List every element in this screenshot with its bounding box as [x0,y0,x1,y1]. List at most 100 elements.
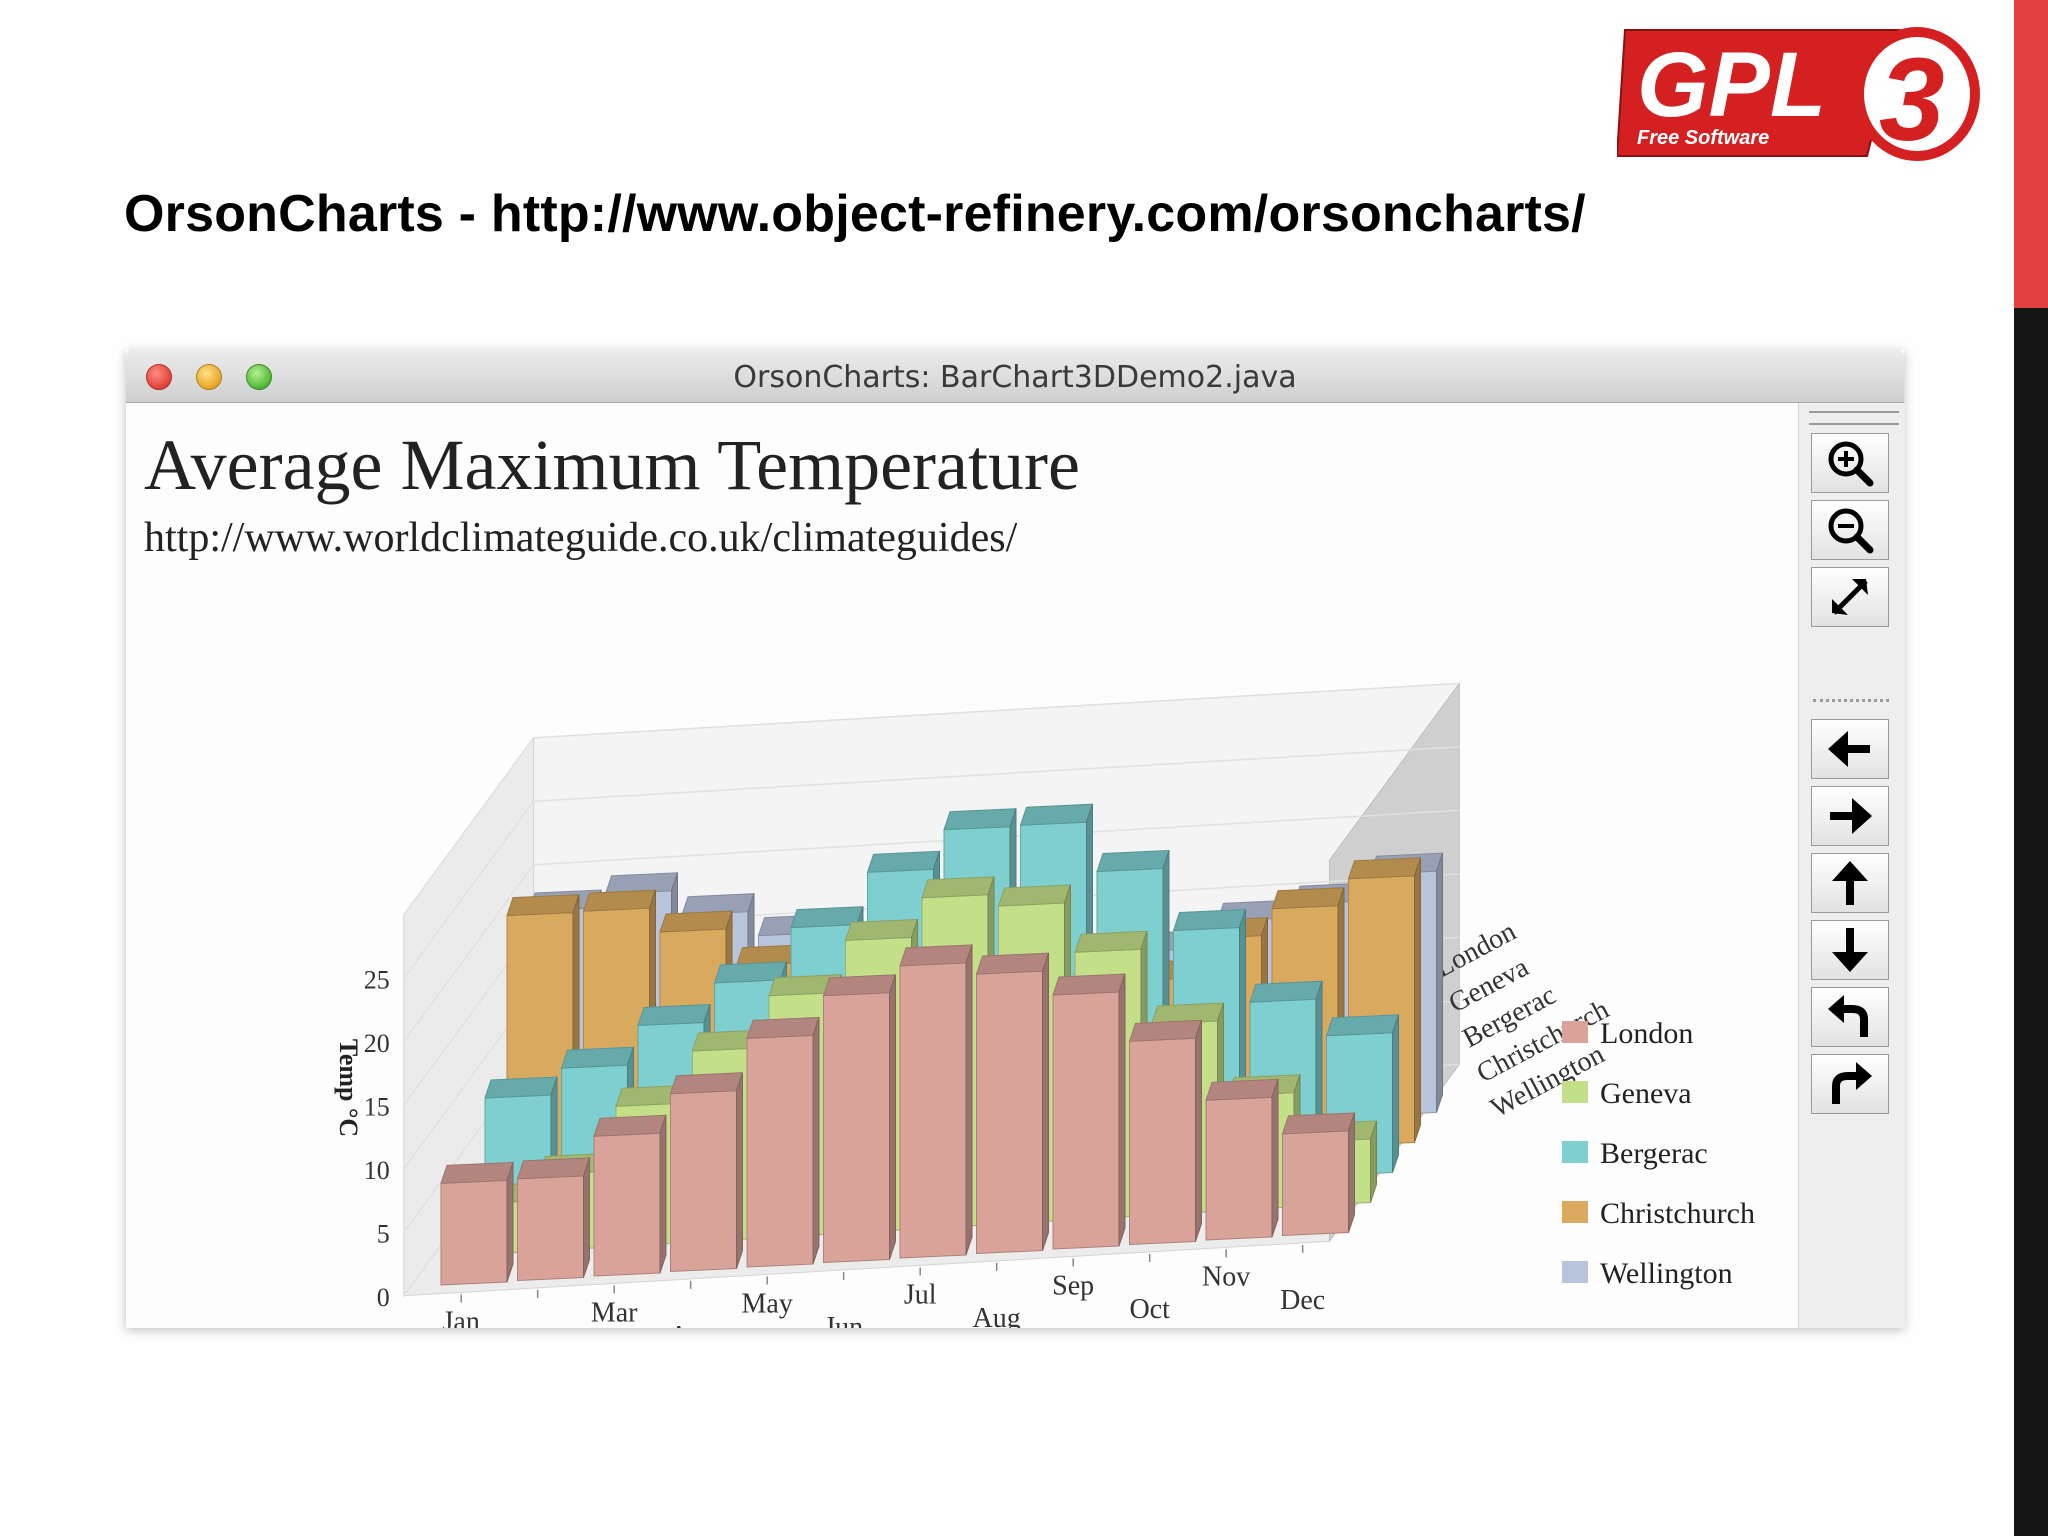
arrow-right-icon [1830,798,1872,834]
bar-front [976,970,1043,1255]
bar [975,952,1050,1255]
bar-side [1392,1014,1399,1173]
bar-top [1096,849,1170,873]
bar-top [997,884,1072,907]
y-tick-label: 10 [364,1156,390,1185]
gpl-logo-tagline: Free Software [1637,127,1769,149]
bar-top [1074,930,1148,953]
zoom-out-icon [1828,508,1874,554]
y-tick-label: 15 [364,1092,390,1121]
roll-left-button[interactable] [1811,987,1889,1047]
bar-top [844,918,919,941]
bar [899,944,973,1259]
bar-top [560,1046,635,1069]
minimize-button[interactable] [196,364,222,390]
x-tick-label: Sep [1052,1270,1094,1301]
bar-front [1052,991,1120,1250]
bar [669,1072,744,1273]
bar-front [440,1179,508,1286]
bar-side [1271,1079,1279,1238]
chart-panel[interactable]: Average Maximum Temperature http://www.w… [126,403,1798,1328]
gridline [403,809,1460,1043]
bar-chart-3d[interactable]: Average Maximum Temperature http://www.w… [126,403,1798,1328]
gridline [403,682,1460,916]
bar-side [1118,973,1126,1247]
x-tick-label: May [742,1288,793,1319]
bar-front [517,1175,584,1282]
arrow-down-icon [1832,928,1868,972]
bar-side [812,1017,820,1265]
bar-top [516,1157,591,1180]
legend-label: Bergerac [1600,1137,1708,1170]
slide-dark-bar [2014,308,2048,1536]
bar-top [582,889,657,912]
zoom-out-button[interactable] [1811,500,1889,560]
zoom-to-fit-button[interactable] [1811,567,1889,627]
legend-swatch [1562,1261,1588,1283]
bar-side [1042,952,1049,1251]
bar-top [899,944,973,967]
bar-side [583,1157,590,1278]
bar-front [1129,1037,1196,1246]
bar-side [965,944,973,1256]
zoom-button[interactable] [246,364,272,390]
bar-front [746,1034,814,1268]
gridline [403,746,1460,979]
x-tick-label: Aug [973,1303,1021,1328]
toolbar-grip [1809,411,1899,425]
window-titlebar[interactable]: OrsonCharts: BarChart3DDemo2.java [126,350,1904,403]
chart-title: Average Maximum Temperature [144,425,1080,505]
bar-top [593,1114,667,1137]
x-tick-label: Apr [669,1321,713,1328]
zoom-in-button[interactable] [1811,433,1889,493]
bar [1052,973,1126,1250]
gpl-logo-number: 3 [1879,34,1945,166]
bar-side [1436,853,1443,1113]
bar-top [1249,980,1323,1003]
bar-top [484,1076,558,1099]
x-tick-label: Oct [1129,1294,1170,1325]
bar [593,1114,667,1277]
legend-swatch [1562,1081,1588,1103]
legend-label: Geneva [1600,1077,1692,1110]
x-tick-label: Jan [443,1306,480,1328]
bar [1205,1078,1279,1241]
bar-top [1325,1014,1400,1037]
bar-side [889,974,896,1260]
bar-top [1128,1019,1203,1042]
bar [516,1157,591,1282]
expand-icon [1832,579,1868,615]
roll-right-button[interactable] [1811,1054,1889,1114]
slide-title: OrsonCharts - http://www.object-refinery… [124,185,1586,243]
window-title: OrsonCharts: BarChart3DDemo2.java [733,360,1297,395]
rotate-left-button[interactable] [1811,719,1889,779]
bar [440,1161,514,1286]
bar-top [866,850,941,873]
bar-top [1205,1078,1279,1101]
bar-top [943,808,1017,831]
bar-top [1052,973,1126,996]
chart-toolbar [1798,403,1905,1328]
rotate-up-button[interactable] [1811,853,1889,913]
close-button[interactable] [146,364,172,390]
toolbar-separator [1813,699,1889,702]
bar-side [659,1115,667,1274]
bar-front [593,1132,661,1277]
bar-top [1172,908,1247,932]
bar [822,974,897,1264]
app-window: OrsonCharts: BarChart3DDemo2.java Averag… [126,350,1905,1328]
x-tick-label: Mar [591,1297,638,1328]
y-axis-label: Temp °C [334,1039,363,1137]
legend-swatch [1562,1201,1588,1223]
gpl-logo-main: GPL [1637,34,1826,136]
rotate-cw-icon [1832,1062,1872,1104]
x-tick-label: Jun [824,1312,863,1328]
y-tick-label: 25 [364,965,390,994]
arrow-left-icon [1828,731,1870,767]
legend-swatch [1562,1021,1588,1043]
rotate-down-button[interactable] [1811,920,1889,980]
legend-label: London [1600,1017,1693,1050]
bar-top [506,894,580,917]
slide-accent-bar [2014,0,2048,308]
rotate-right-button[interactable] [1811,786,1889,846]
